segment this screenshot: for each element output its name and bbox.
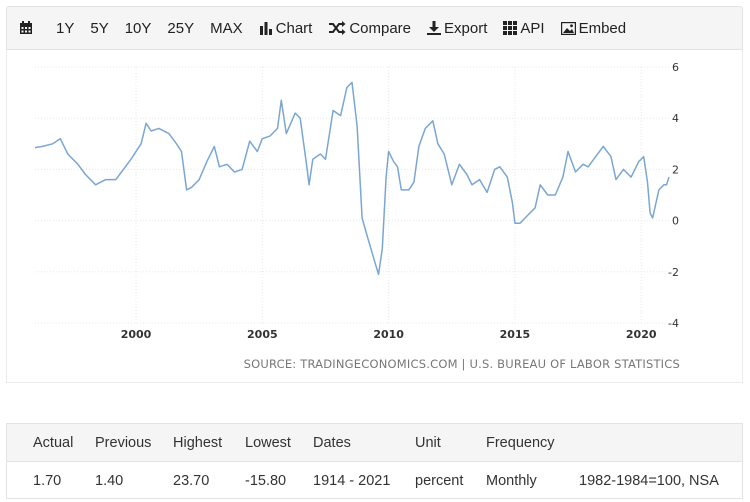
y-tick-label: -2	[668, 266, 679, 279]
export-button-label: Export	[444, 19, 488, 37]
stats-value-cell: Monthly	[486, 472, 537, 489]
export-button[interactable]: Export	[419, 6, 495, 50]
download-icon	[427, 21, 442, 35]
stats-value-cell: 1.70	[33, 472, 62, 489]
stats-value-cell: -15.80	[245, 472, 287, 489]
y-tick-label: 6	[672, 61, 679, 74]
stats-header-cell: Actual	[33, 434, 74, 451]
stats-table: Actual Previous Highest Lowest Dates Unit Freq…	[6, 423, 743, 499]
compare-button[interactable]: Compare	[320, 6, 419, 50]
stats-header-cell: Previous	[95, 434, 152, 451]
stats-value-cell: 23.70	[173, 472, 210, 489]
y-tick-label: 2	[672, 163, 679, 176]
range-max-button[interactable]: MAX	[210, 19, 243, 37]
x-tick-label: 2010	[373, 328, 404, 341]
embed-button-label: Embed	[578, 19, 627, 37]
stats-value-cell: 1914 - 2021	[313, 472, 391, 489]
embed-button[interactable]: Embed	[553, 6, 635, 50]
y-tick-label: 0	[672, 215, 679, 228]
chart-button[interactable]: Chart	[251, 6, 321, 50]
stats-value-row: 1.70 1.40 23.70 -15.80 1914 - 2021 percent Mon…	[7, 462, 742, 499]
stats-header-cell: Unit	[415, 434, 441, 451]
grid-icon	[503, 21, 518, 35]
stats-header-cell: Highest	[173, 434, 223, 451]
chart-panel: 6 4 2 0 -2 -4 2000 2005 2010 2015 2020 SOURCE: TRA…	[6, 50, 743, 383]
y-tick-label: -4	[668, 317, 679, 330]
shuffle-icon	[329, 21, 346, 35]
chart-button-label: Chart	[275, 19, 313, 37]
source-note: SOURCE: TRADINGECONOMICS.COM | U.S. BURE…	[243, 357, 680, 371]
calendar-icon[interactable]	[11, 6, 42, 50]
stats-header-cell: Frequency	[486, 434, 555, 451]
x-tick-label: 2000	[121, 328, 152, 341]
range-25y-button[interactable]: 25Y	[167, 19, 195, 37]
x-tick-label: 2015	[500, 328, 531, 341]
chart-toolbar: 1Y 5Y 10Y 25Y MAX Chart Compare Export A…	[6, 6, 743, 50]
stats-header-cell: Dates	[313, 434, 351, 451]
range-1y-button[interactable]: 1Y	[56, 19, 75, 37]
series-line	[34, 81, 670, 276]
stats-value-cell: 1.40	[95, 472, 124, 489]
api-button-label: API	[520, 19, 545, 37]
image-icon	[560, 21, 576, 35]
y-tick-label: 4	[672, 112, 679, 125]
inflation-line-chart: 6 4 2 0 -2 -4 2000 2005 2010 2015 2020	[34, 61, 679, 341]
stats-value-cell: percent	[415, 472, 464, 489]
api-button[interactable]: API	[495, 6, 552, 50]
range-10y-button[interactable]: 10Y	[124, 19, 152, 37]
compare-button-label: Compare	[349, 19, 412, 37]
range-5y-button[interactable]: 5Y	[90, 19, 109, 37]
bar-chart-icon	[259, 22, 272, 35]
x-tick-label: 2005	[247, 328, 278, 341]
stats-value-cell: 1982-1984=100, NSA	[579, 472, 719, 489]
stats-header-cell: Lowest	[245, 434, 291, 451]
stats-header-row: Actual Previous Highest Lowest Dates Unit Freq…	[7, 424, 742, 462]
x-tick-label: 2020	[626, 328, 657, 341]
